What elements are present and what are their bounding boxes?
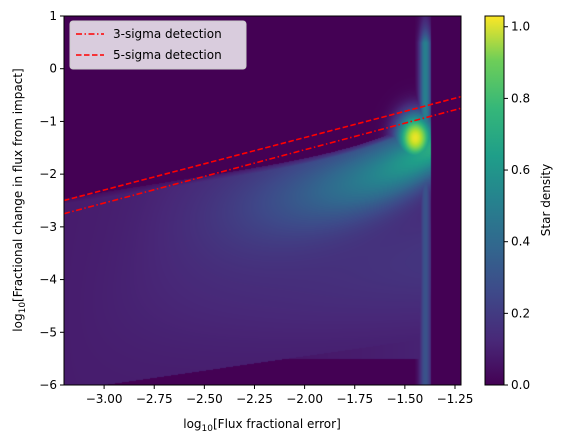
heatmap	[64, 16, 461, 385]
colorbar-tick-label: 0.2	[511, 306, 530, 320]
colorbar-label: Star density	[539, 164, 553, 236]
y-axis-ticks: 1 0 −1 −2 −3 −4 −5 −6	[39, 9, 64, 392]
y-tick-label: −2	[39, 167, 57, 181]
y-tick-label: −5	[39, 325, 57, 339]
x-tick-label: −2.75	[136, 392, 173, 406]
x-axis-ticks: −3.00 −2.75 −2.50 −2.25 −2.00 −1.75 −1.50 −1.25	[86, 385, 474, 406]
legend: 3-sigma detection 5-sigma detection	[70, 21, 246, 69]
legend-label-3-sigma: 3-sigma detection	[113, 27, 222, 41]
legend-label-5-sigma: 5-sigma detection	[113, 48, 222, 62]
colorbar-ticks: 0.0 0.2 0.4 0.6 0.8 1.0	[504, 20, 530, 392]
x-axis-label: log10[Flux fractional error]	[183, 417, 341, 434]
colorbar-tick-label: 0.6	[511, 163, 530, 177]
x-tick-label: −3.00	[86, 392, 123, 406]
y-tick-label: −1	[39, 114, 57, 128]
colorbar-tick-label: 0.8	[511, 91, 530, 105]
y-tick-label: 0	[49, 62, 57, 76]
colorbar-tick-label: 0.0	[511, 378, 530, 392]
y-tick-label: −4	[39, 273, 57, 287]
y-tick-label: −3	[39, 220, 57, 234]
x-tick-label: −2.00	[286, 392, 323, 406]
x-tick-label: −1.25	[437, 392, 474, 406]
y-axis-label: log10[Fractional change in flux from imp…	[11, 68, 28, 331]
y-tick-label: 1	[49, 9, 57, 23]
x-tick-label: −2.50	[186, 392, 223, 406]
colorbar-gradient	[485, 16, 504, 385]
density-image	[64, 16, 461, 385]
colorbar-tick-label: 0.4	[511, 235, 530, 249]
y-tick-label: −6	[39, 378, 57, 392]
colorbar: 0.0 0.2 0.4 0.6 0.8 1.0 Star density	[485, 16, 553, 392]
x-tick-label: −2.25	[236, 392, 273, 406]
x-tick-label: −1.50	[386, 392, 423, 406]
colorbar-tick-label: 1.0	[511, 20, 530, 34]
x-tick-label: −1.75	[336, 392, 373, 406]
